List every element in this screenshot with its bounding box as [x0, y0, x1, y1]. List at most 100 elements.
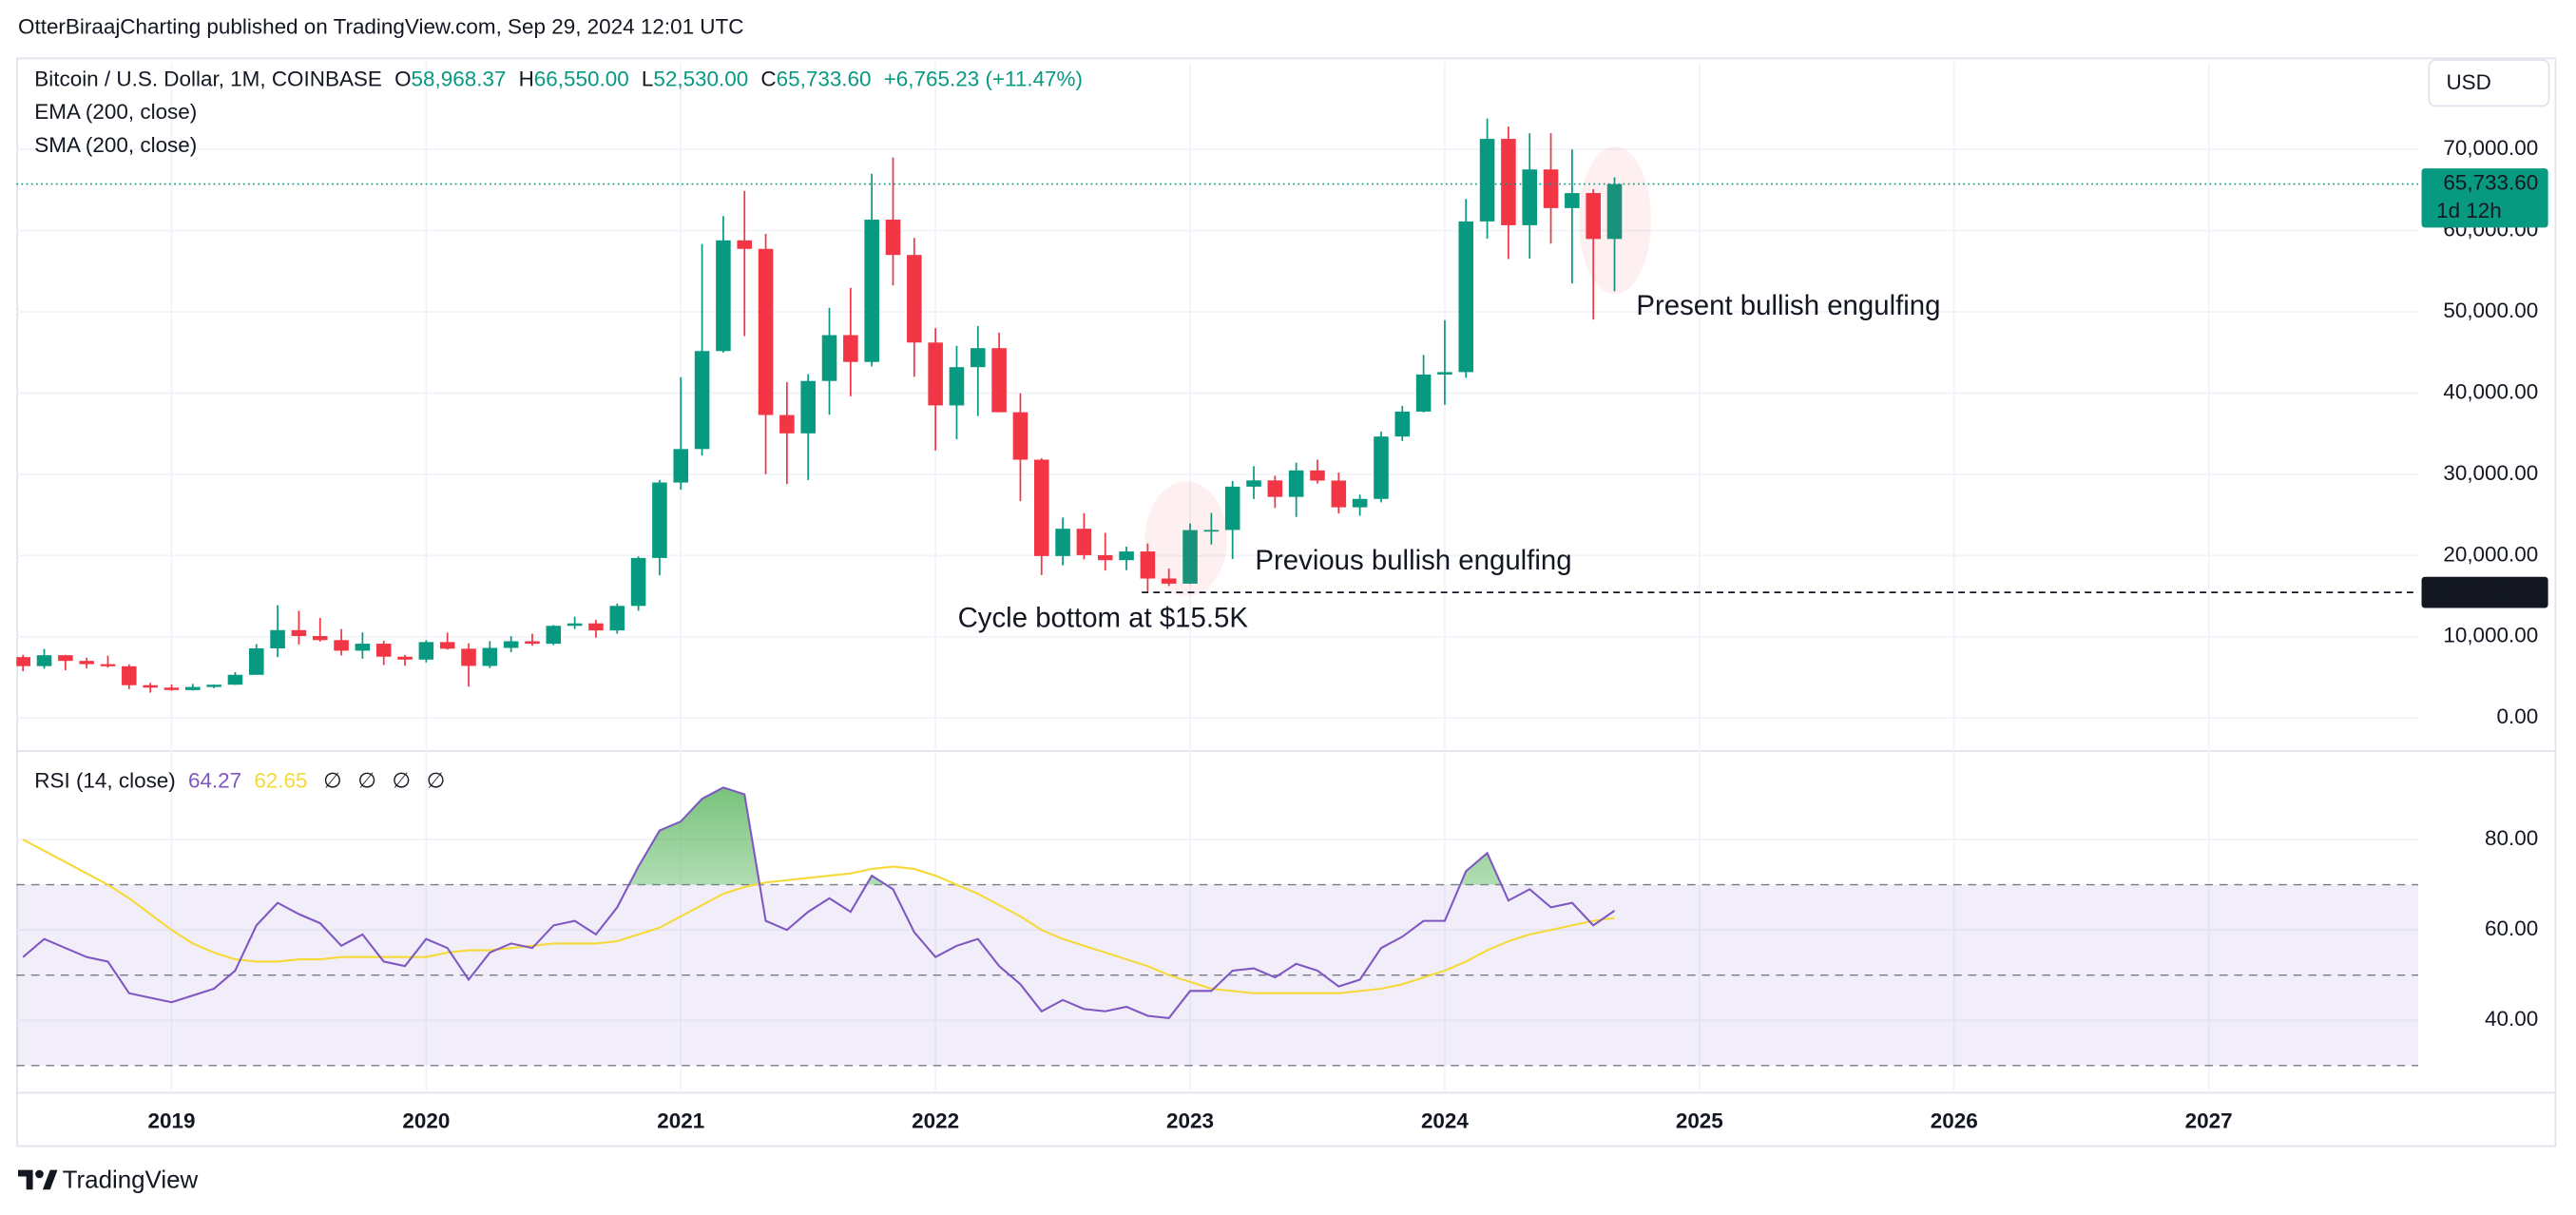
candle-body	[673, 449, 689, 483]
y-tick-label: 20,000.00	[2443, 542, 2538, 566]
candle-body	[737, 240, 753, 249]
candle-body	[375, 644, 392, 657]
candle-body	[58, 655, 73, 662]
candle-body	[652, 482, 667, 558]
annotation: Present bullish engulfing	[1636, 290, 1940, 321]
candle-body	[1119, 551, 1134, 561]
candle-body	[312, 636, 328, 641]
x-tick-label: 2023	[1166, 1109, 1214, 1132]
x-tick-label: 2027	[2185, 1109, 2233, 1132]
rsi-line	[22, 786, 1616, 1019]
candle-body	[163, 687, 180, 690]
candle-body	[16, 657, 30, 666]
y-tick-label: 30,000.00	[2443, 461, 2538, 485]
candle-body	[36, 655, 52, 666]
highlight	[1144, 481, 1228, 597]
candle-body	[758, 248, 774, 415]
candle-body	[609, 606, 625, 631]
x-tick-label: 2019	[147, 1109, 195, 1132]
candle-body	[1182, 530, 1198, 584]
candle-body	[1224, 486, 1240, 530]
symbol-legend: Bitcoin / U.S. Dollar, 1M, COINBASE O58,…	[34, 68, 1083, 91]
candle-body	[482, 647, 498, 666]
candle-body	[1055, 529, 1070, 556]
candle-body	[397, 656, 413, 660]
candle-body	[1586, 193, 1601, 240]
candle-body	[1033, 459, 1049, 556]
candle-body	[206, 685, 221, 687]
last-price-label: 65,733.60	[2443, 171, 2538, 195]
candle-body	[100, 664, 116, 666]
price-label-box	[2421, 576, 2548, 608]
overlay: 0.00 10,000.00 20,000.00 30,000.00 40,000.00…	[16, 136, 2548, 1132]
candle-body	[1288, 470, 1304, 497]
candle-body	[928, 342, 943, 406]
currency-label: USD	[2446, 70, 2490, 94]
candle-body	[1522, 169, 1538, 225]
ohlc-value: 52,530.00	[653, 68, 748, 91]
y-tick-label: 40.00	[2485, 1007, 2538, 1031]
candle-body	[503, 641, 519, 648]
candle-body	[1565, 193, 1580, 208]
candle-body	[885, 220, 901, 256]
x-tick-label: 2020	[402, 1109, 450, 1132]
candle-body	[800, 380, 816, 434]
candle-body	[1352, 498, 1368, 508]
ohlc-value: 66,550.00	[534, 68, 629, 91]
candle-body	[864, 220, 879, 362]
rsi-extra: ∅	[323, 769, 342, 793]
symbol: Bitcoin / U.S. Dollar, 1M, COINBASE	[34, 68, 382, 91]
y-tick-label: 80.00	[2485, 826, 2538, 850]
ohlc-key: C	[760, 68, 776, 91]
y-tick-label: 40,000.00	[2443, 379, 2538, 403]
x-tick-label: 2025	[1676, 1109, 1723, 1132]
x-tick-label: 2022	[912, 1109, 959, 1132]
candle-body	[1543, 169, 1559, 208]
candle-body	[227, 674, 243, 685]
rsi-pane	[16, 786, 2419, 1067]
rsi-legend: RSI (14, close) 64.27 62.65 ∅ ∅ ∅ ∅	[34, 769, 445, 793]
candle-body	[248, 648, 264, 675]
candle-body	[1246, 480, 1261, 487]
candle-body	[122, 665, 137, 685]
rsi-extra: ∅	[393, 769, 412, 793]
candle-body	[525, 641, 540, 645]
price-label: 15,460.00	[2443, 579, 2538, 603]
ohlc-key: H	[519, 68, 534, 91]
candle-body	[546, 626, 562, 645]
candle-body	[1331, 480, 1347, 508]
candle-body	[567, 623, 583, 627]
candle-body	[1203, 530, 1220, 532]
y-tick-label: 10,000.00	[2443, 624, 2538, 647]
candle-body	[588, 623, 604, 631]
candle-body	[291, 629, 307, 637]
candle-body	[1374, 436, 1389, 499]
candle-body	[1097, 554, 1113, 561]
rsi-ma-value: 62.65	[254, 769, 307, 793]
candle-body	[334, 640, 349, 651]
candle-body	[694, 351, 710, 450]
highlight	[1578, 145, 1651, 295]
candle-body	[1606, 183, 1623, 240]
candle-body	[1012, 412, 1028, 460]
candle-body	[355, 644, 371, 651]
y-tick-label: 50,000.00	[2443, 299, 2538, 322]
x-tick-label: 2026	[1931, 1109, 1978, 1132]
y-tick-label: 0.00	[2497, 704, 2539, 728]
last-price-box	[2421, 168, 2548, 228]
candle-body	[1458, 221, 1474, 373]
currency-button[interactable]	[2428, 59, 2550, 107]
brand: TradingView	[63, 1167, 199, 1194]
ohlc-value: 65,733.60	[777, 68, 872, 91]
ohlc-key: L	[642, 68, 654, 91]
grid	[16, 62, 2419, 1093]
candle-body	[1437, 372, 1452, 375]
candle-body	[1479, 139, 1495, 222]
rsi-title: RSI (14, close)	[34, 769, 175, 793]
rsi-value: 64.27	[188, 769, 241, 793]
candle-body	[630, 557, 646, 607]
countdown: 1d 12h	[2436, 199, 2502, 222]
